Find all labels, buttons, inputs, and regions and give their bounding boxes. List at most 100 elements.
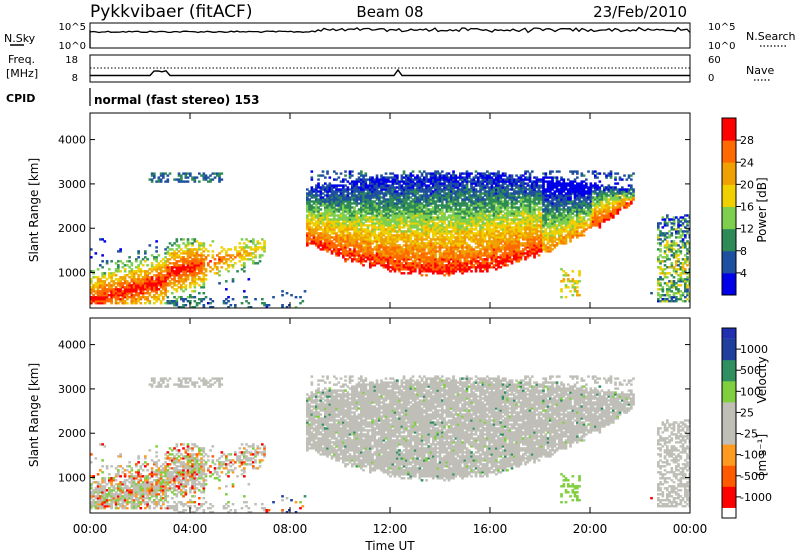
power-cell (504, 202, 507, 205)
power-cell (447, 204, 451, 207)
power-cell (324, 212, 327, 215)
power-cell (515, 230, 518, 233)
power-cell (184, 176, 188, 179)
power-cell (240, 246, 244, 249)
power-cell (510, 200, 514, 203)
power-cell (369, 204, 372, 207)
power-cell (186, 250, 190, 253)
power-cell (247, 246, 251, 249)
power-cell (164, 274, 167, 277)
power-cell (504, 242, 507, 245)
power-cell (456, 190, 460, 193)
power-cell (445, 218, 449, 221)
power-cell (369, 180, 372, 183)
power-cell (96, 298, 100, 301)
power-cell (330, 206, 334, 209)
power-cell (371, 232, 374, 235)
power-cell (465, 178, 469, 181)
power-cell (420, 188, 424, 191)
power-cell (110, 260, 113, 263)
power-cell (317, 234, 320, 237)
power-cell (409, 232, 413, 235)
power-cell (333, 198, 336, 201)
power-cell (391, 246, 395, 249)
power-cell (513, 252, 516, 255)
power-cell (90, 256, 93, 259)
power-cell (139, 284, 143, 287)
power-cell (495, 268, 498, 271)
power-cell (369, 254, 372, 257)
power-cell (429, 262, 433, 265)
power-cell (481, 198, 485, 201)
power-cell (348, 188, 352, 191)
power-cell (441, 252, 444, 255)
power-cell (263, 248, 266, 251)
power-cell (360, 254, 363, 257)
power-cell (130, 298, 134, 301)
power-cell (123, 296, 127, 299)
power-cell (396, 214, 399, 217)
power-cell (461, 226, 464, 229)
power-cell (513, 218, 516, 221)
power-cell (461, 202, 464, 205)
power-cell (398, 220, 401, 223)
power-cell (306, 226, 309, 229)
power-cell (405, 230, 408, 233)
power-cell (447, 224, 451, 227)
power-cell (501, 206, 505, 209)
power-cell (454, 228, 458, 231)
power-cell (477, 172, 480, 175)
power-cell (398, 186, 401, 189)
power-cell (254, 248, 257, 251)
power-cell (405, 212, 408, 215)
power-cell (101, 282, 104, 285)
power-cell (481, 228, 485, 231)
power-cell (202, 258, 206, 261)
power-cell (499, 208, 503, 211)
power-cell (486, 248, 489, 251)
power-cell (400, 176, 404, 179)
power-cell (409, 270, 413, 273)
power-cell (398, 238, 401, 241)
power-cell (346, 234, 350, 237)
power-cell (405, 188, 408, 191)
power-cell (166, 180, 170, 183)
power-cell (447, 188, 451, 191)
power-cell (486, 234, 489, 237)
power-cell (441, 262, 444, 265)
power-cell (479, 216, 482, 219)
power-cell (369, 232, 372, 235)
power-cell (479, 242, 482, 245)
power-cell (240, 248, 244, 251)
power-cell (472, 200, 476, 203)
power-cell (389, 208, 392, 211)
power-cell (420, 268, 424, 271)
power-cell (164, 302, 167, 305)
power-cell (193, 290, 197, 293)
power-cell (479, 172, 482, 175)
power-cell (382, 242, 386, 245)
power-cell (155, 246, 158, 249)
power-cell (137, 282, 140, 285)
power-cell (317, 226, 320, 229)
power-cell (418, 248, 422, 251)
power-cell (315, 242, 318, 245)
power-cell (263, 244, 266, 247)
power-cell (207, 262, 210, 265)
power-cell (330, 244, 334, 247)
power-cell (445, 188, 449, 191)
power-cell (339, 224, 343, 227)
power-cell (477, 182, 480, 185)
power-cell (488, 262, 491, 265)
power-cell (202, 174, 206, 177)
power-cell (328, 236, 332, 239)
power-cell (414, 232, 417, 235)
power-cell (348, 220, 352, 223)
power-cell (189, 274, 192, 277)
power-cell (182, 286, 185, 289)
power-cell (180, 276, 183, 279)
power-cell (432, 254, 435, 257)
power-cell (335, 246, 338, 249)
power-cell (387, 234, 390, 237)
power-cell (474, 206, 478, 209)
